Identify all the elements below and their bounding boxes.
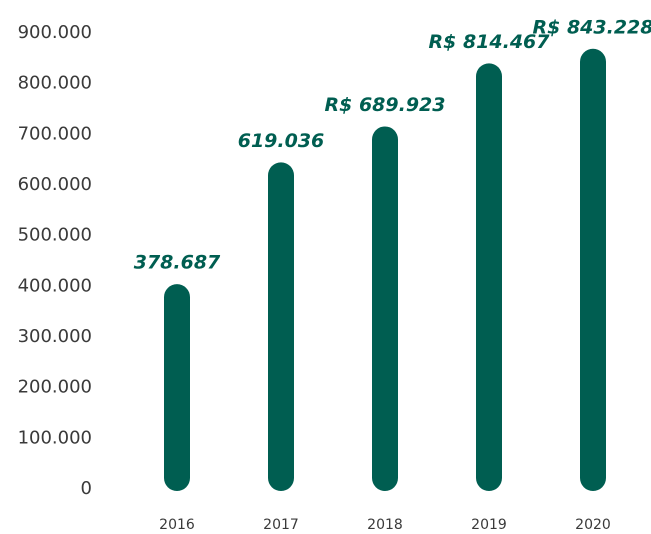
bar — [372, 126, 398, 491]
x-tick-label: 2019 — [471, 517, 507, 533]
y-tick-label: 400.000 — [18, 275, 92, 296]
y-tick-label: 300.000 — [18, 326, 92, 347]
y-tick-label: 100.000 — [18, 427, 92, 448]
value-label: 378.687 — [134, 252, 221, 274]
x-tick-label: 2016 — [159, 517, 195, 533]
bar — [164, 284, 190, 491]
bar — [580, 48, 606, 492]
y-tick-label: 600.000 — [18, 174, 92, 195]
x-tick-label: 2017 — [263, 517, 299, 533]
y-tick-label: 700.000 — [18, 123, 92, 144]
y-tick-label: 200.000 — [18, 377, 92, 398]
y-tick-label: 800.000 — [18, 73, 92, 94]
y-tick-label: 900.000 — [18, 22, 92, 43]
value-label: 619.036 — [238, 130, 325, 152]
value-label: R$ 843.228 — [532, 16, 651, 38]
x-tick-label: 2018 — [367, 517, 403, 533]
value-label: R$ 814.467 — [428, 31, 550, 53]
y-tick-label: 500.000 — [18, 225, 92, 246]
bar — [268, 162, 294, 491]
value-label: R$ 689.923 — [324, 94, 445, 116]
bar — [476, 63, 502, 491]
x-tick-label: 2020 — [575, 517, 611, 533]
y-tick-label: 0 — [81, 478, 92, 499]
